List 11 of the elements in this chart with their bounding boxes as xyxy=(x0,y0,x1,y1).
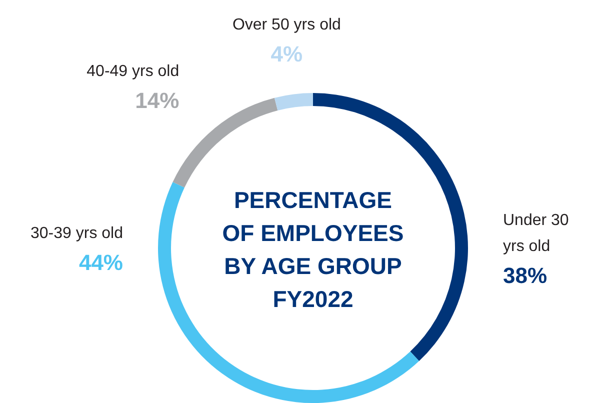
text: PERCENTAGE OF EMPLOYEES BY AGE GROUP FY2022 xyxy=(221,186,405,314)
data-label: 14% xyxy=(135,88,180,114)
slice-label: Over 50 yrs old xyxy=(232,16,341,34)
slice-label: 40-49 yrs old xyxy=(86,63,180,80)
data-label: 44% xyxy=(78,250,123,275)
slice-label: Under 30 yrs old xyxy=(503,212,569,255)
data-label: 4% xyxy=(270,42,303,67)
data-label: 38% xyxy=(503,263,548,288)
donut-slice xyxy=(158,182,420,403)
donut-slice xyxy=(274,93,313,110)
slice-label: 30-39 yrs old xyxy=(30,225,123,242)
